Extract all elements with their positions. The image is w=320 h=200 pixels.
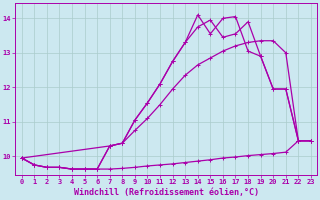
X-axis label: Windchill (Refroidissement éolien,°C): Windchill (Refroidissement éolien,°C) (74, 188, 259, 197)
